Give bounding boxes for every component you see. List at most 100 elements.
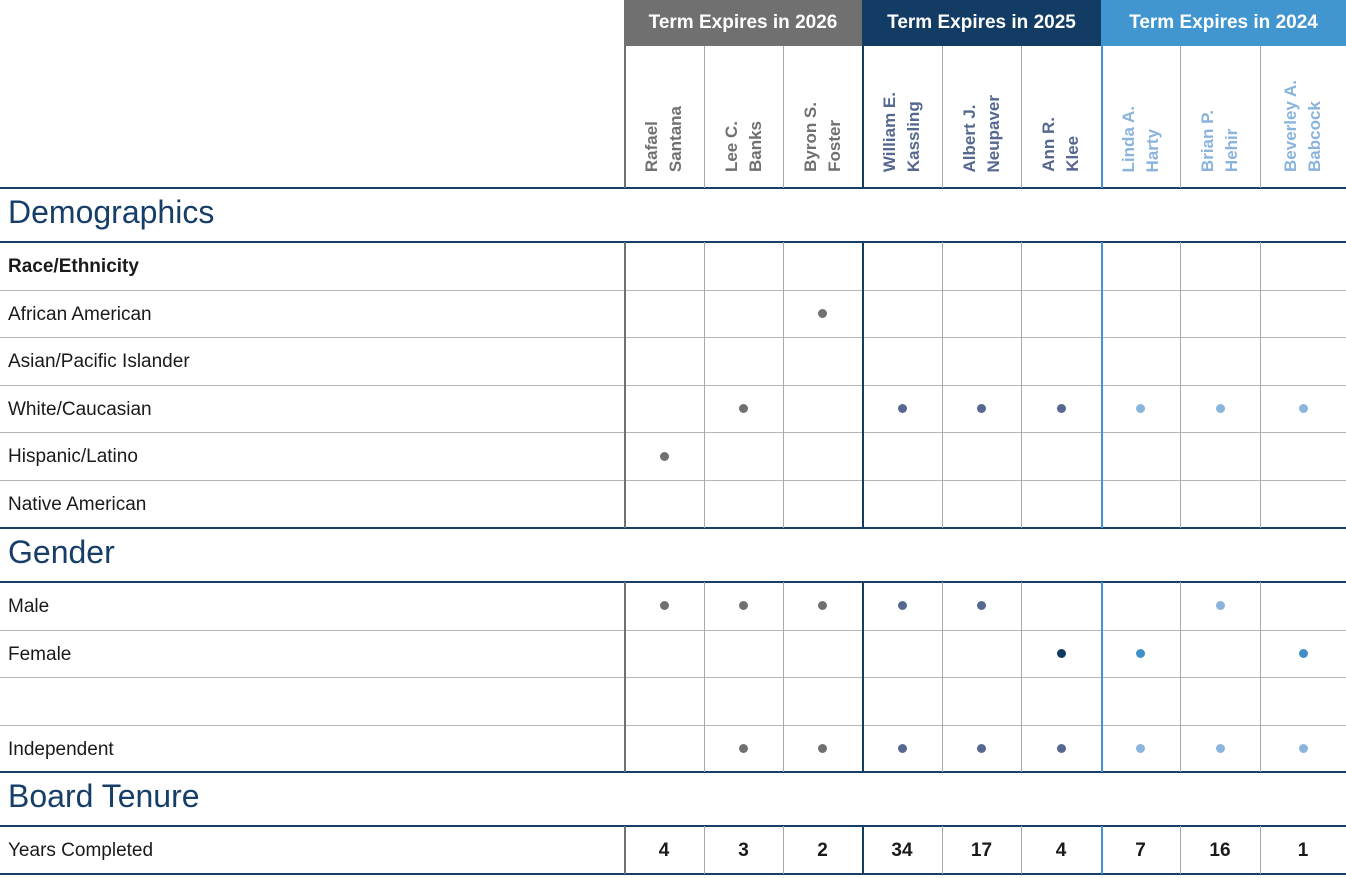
indicator-dot bbox=[1298, 404, 1308, 414]
column-divider bbox=[942, 582, 943, 773]
column-divider bbox=[1101, 242, 1103, 528]
director-name-text: Lee C. Banks bbox=[721, 120, 765, 172]
column-divider bbox=[1021, 582, 1022, 773]
term-group-header: Term Expires in 2025 bbox=[862, 0, 1101, 46]
column-divider bbox=[1101, 582, 1103, 773]
indicator-dot bbox=[977, 601, 986, 611]
indicator-dot bbox=[1215, 744, 1225, 754]
row-divider bbox=[0, 432, 1346, 433]
tenure-value: 16 bbox=[1209, 840, 1231, 861]
director-name-text: Albert J. Neupaver bbox=[959, 94, 1003, 172]
section-rule bbox=[0, 873, 1346, 875]
column-divider bbox=[783, 582, 784, 773]
indicator-dot bbox=[1056, 648, 1066, 658]
column-divider bbox=[1260, 582, 1261, 773]
column-divider bbox=[783, 46, 784, 188]
director-name: Albert J. Neupaver bbox=[942, 46, 1021, 188]
director-name: Brian P. Hehir bbox=[1180, 46, 1260, 188]
row-label: Years Completed bbox=[8, 840, 154, 861]
column-divider bbox=[624, 46, 626, 188]
column-divider bbox=[1260, 242, 1261, 528]
row-label: African American bbox=[8, 303, 152, 325]
indicator-dot bbox=[818, 744, 827, 754]
indicator-dot bbox=[897, 404, 907, 414]
row-divider bbox=[0, 385, 1346, 386]
indicator-dot bbox=[1298, 648, 1308, 658]
column-divider bbox=[1180, 582, 1181, 773]
indicator-dot bbox=[659, 601, 669, 611]
row-divider bbox=[0, 480, 1346, 481]
indicator-dot bbox=[739, 601, 748, 611]
column-divider bbox=[862, 46, 864, 188]
indicator-dot bbox=[818, 601, 827, 611]
column-divider bbox=[783, 826, 784, 874]
indicator-dot bbox=[897, 744, 907, 754]
indicator-dot bbox=[1215, 601, 1225, 611]
column-divider bbox=[624, 582, 626, 773]
indicator-dot bbox=[739, 404, 748, 414]
tenure-value: 4 bbox=[658, 840, 670, 861]
column-divider bbox=[942, 242, 943, 528]
indicator-dot bbox=[897, 601, 907, 611]
indicator-dot bbox=[1056, 744, 1066, 754]
section-rule bbox=[0, 187, 1346, 189]
column-divider bbox=[1021, 826, 1022, 874]
row-label: Independent bbox=[8, 738, 114, 760]
tenure-value: 34 bbox=[891, 840, 913, 861]
indicator-dot bbox=[1136, 404, 1145, 414]
director-name: Linda A. Harty bbox=[1101, 46, 1180, 188]
column-divider bbox=[1180, 242, 1181, 528]
column-divider bbox=[862, 242, 864, 528]
row-label: Male bbox=[8, 596, 50, 617]
section-rule bbox=[0, 825, 1346, 827]
section-rule bbox=[0, 771, 1346, 773]
director-name: William E. Kassling bbox=[862, 46, 942, 188]
tenure-value: 3 bbox=[738, 840, 749, 861]
column-divider bbox=[704, 582, 705, 773]
director-name-text: Ann R. Klee bbox=[1039, 117, 1082, 172]
tenure-value: 4 bbox=[1055, 840, 1067, 861]
director-name: Beverley A. Babcock bbox=[1260, 46, 1346, 188]
column-divider bbox=[1180, 826, 1181, 874]
indicator-dot bbox=[818, 308, 827, 318]
row-label: Race/Ethnicity bbox=[8, 256, 139, 277]
column-divider bbox=[624, 242, 626, 528]
director-name-text: Linda A. Harty bbox=[1118, 105, 1162, 172]
row-divider bbox=[0, 725, 1346, 726]
indicator-dot bbox=[1056, 404, 1066, 414]
column-divider bbox=[1260, 46, 1261, 188]
director-name-text: Beverley A. Babcock bbox=[1281, 80, 1324, 172]
column-divider bbox=[862, 826, 864, 874]
column-divider bbox=[1021, 242, 1022, 528]
row-divider bbox=[0, 677, 1346, 678]
column-divider bbox=[704, 46, 705, 188]
tenure-value: 7 bbox=[1135, 840, 1146, 861]
indicator-dot bbox=[977, 744, 986, 754]
row-label: Native American bbox=[8, 494, 147, 515]
term-group-header: Term Expires in 2024 bbox=[1101, 0, 1346, 46]
column-divider bbox=[1021, 46, 1022, 188]
section-rule bbox=[0, 581, 1346, 583]
indicator-dot bbox=[1136, 648, 1145, 658]
term-group-header: Term Expires in 2026 bbox=[624, 0, 862, 46]
director-name: Byron S. Foster bbox=[783, 46, 862, 188]
column-divider bbox=[942, 46, 943, 188]
column-divider bbox=[1101, 826, 1103, 874]
column-divider bbox=[704, 826, 705, 874]
director-name: Rafael Santana bbox=[624, 46, 704, 188]
director-name-text: Byron S. Foster bbox=[800, 102, 844, 172]
indicator-dot bbox=[659, 451, 669, 461]
row-divider bbox=[0, 290, 1346, 291]
tenure-value: 2 bbox=[817, 840, 828, 861]
column-divider bbox=[1180, 46, 1181, 188]
column-divider bbox=[942, 826, 943, 874]
indicator-dot bbox=[1215, 404, 1225, 414]
indicator-dot bbox=[739, 744, 748, 754]
row-label: Asian/Pacific Islander bbox=[8, 351, 190, 373]
row-label: Hispanic/Latino bbox=[8, 446, 138, 468]
row-divider bbox=[0, 630, 1346, 631]
column-divider bbox=[704, 242, 705, 528]
director-name: Ann R. Klee bbox=[1021, 46, 1101, 188]
tenure-value: 17 bbox=[970, 840, 993, 861]
row-label: White/Caucasian bbox=[8, 398, 152, 420]
